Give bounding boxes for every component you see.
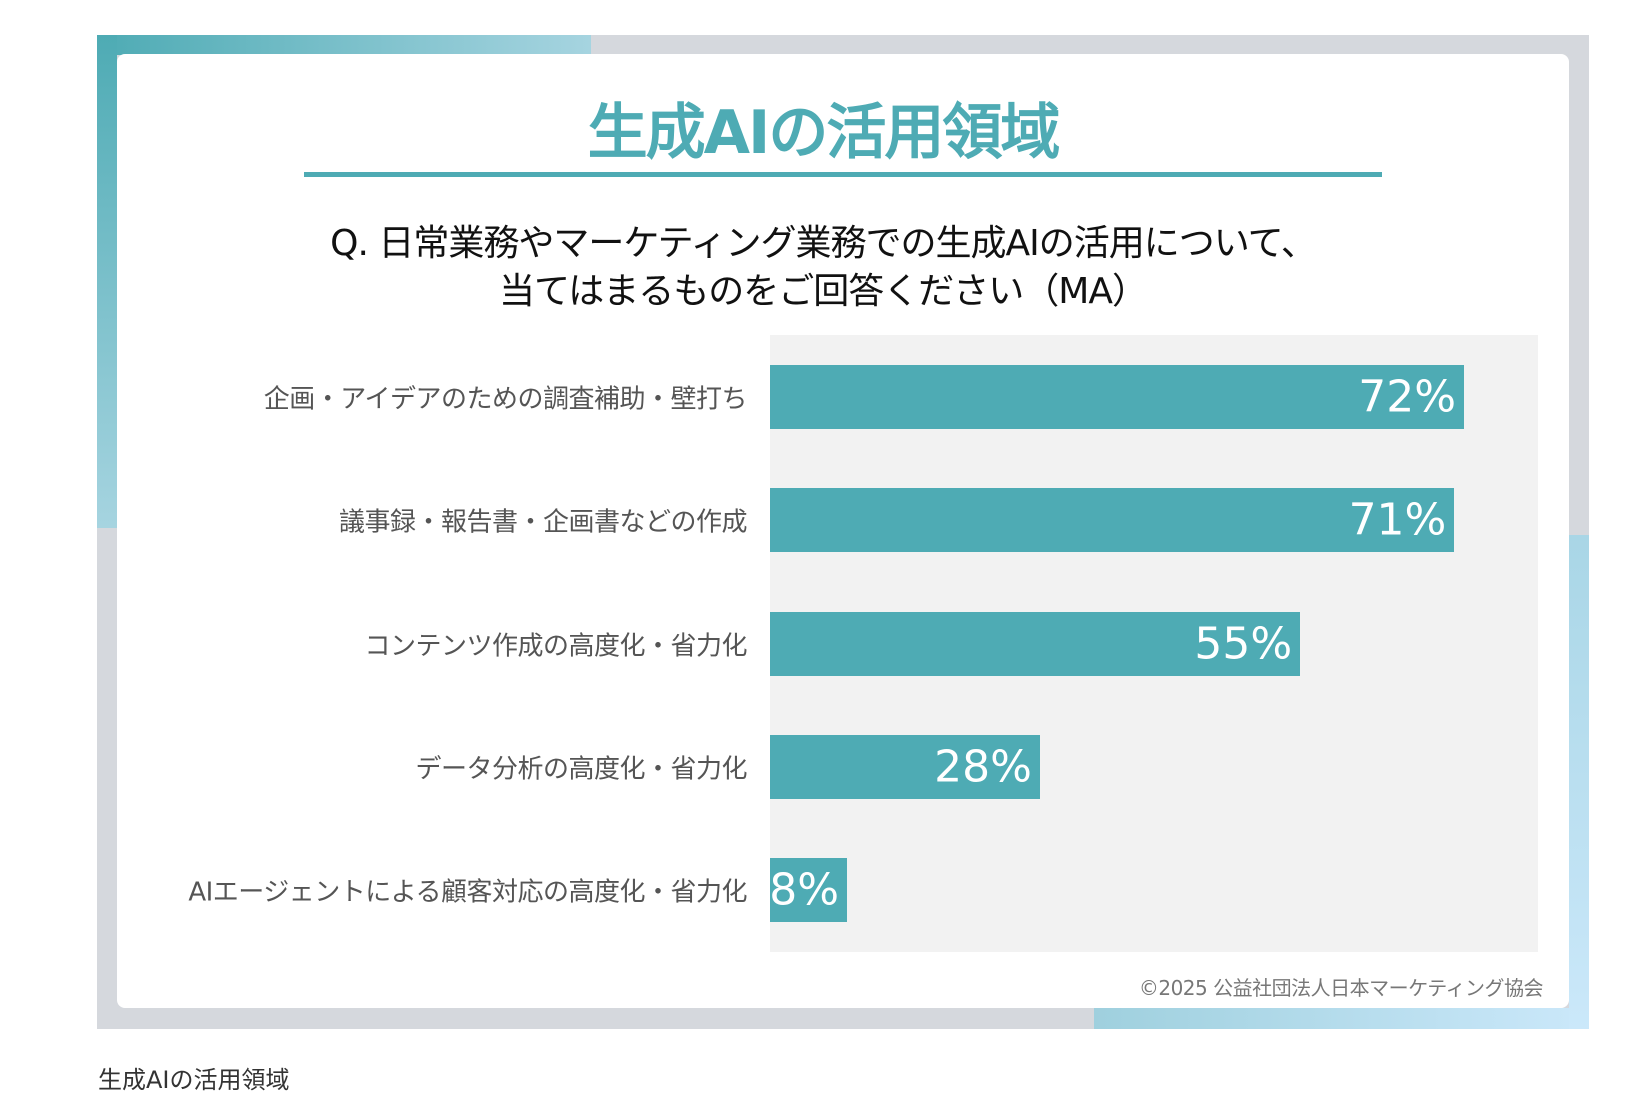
copyright: ©2025 公益社団法人日本マーケティング協会 (1138, 976, 1544, 1000)
category-label: AIエージェントによる顧客対応の高度化・省力化 (188, 877, 747, 908)
value-label: 71% (1348, 494, 1447, 546)
figure-caption: 生成AIの活用領域 (98, 1066, 290, 1094)
category-label: 議事録・報告書・企画書などの作成 (338, 507, 748, 538)
category-label: データ分析の高度化・省力化 (415, 754, 747, 785)
chart-title: 生成AIの活用領域 (587, 98, 1061, 168)
frame-gradient (97, 35, 591, 55)
bar: 8% (769, 858, 848, 923)
value-label: 28% (934, 741, 1032, 793)
category-label: 企画・アイデアのための調査補助・壁打ち (263, 384, 748, 415)
frame-gradient (1569, 535, 1589, 1029)
bar: 28% (770, 734, 1040, 799)
value-label: 55% (1194, 618, 1293, 670)
frame-gradient (1094, 1008, 1589, 1029)
bar: 55% (770, 611, 1301, 676)
title-underline (304, 172, 1382, 177)
frame-gradient (97, 35, 117, 528)
category-label: コンテンツ作成の高度化・省力化 (364, 631, 747, 662)
question-line-2: 当てはまるものをご回答ください（MA） (499, 271, 1148, 312)
bar: 72% (770, 365, 1464, 429)
question-line-1: Q. 日常業務やマーケティング業務での生成AIの活用について、 (330, 223, 1317, 264)
value-label: 8% (769, 864, 840, 916)
value-label: 72% (1358, 371, 1456, 423)
bar: 71% (770, 488, 1455, 553)
